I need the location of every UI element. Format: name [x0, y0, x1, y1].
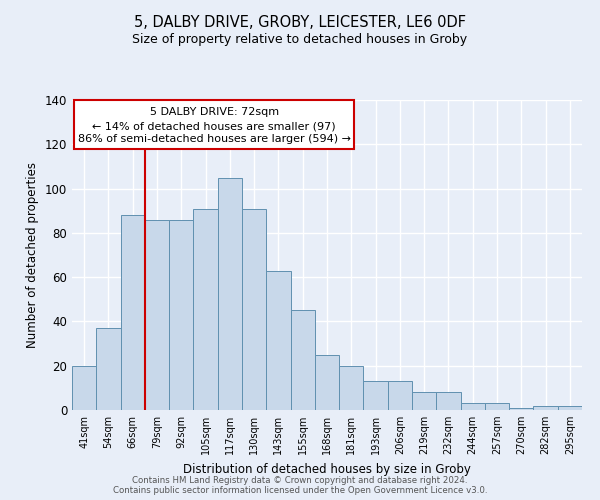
- Bar: [509, 408, 533, 410]
- Bar: [485, 404, 509, 410]
- Bar: [388, 381, 412, 410]
- Text: 5, DALBY DRIVE, GROBY, LEICESTER, LE6 0DF: 5, DALBY DRIVE, GROBY, LEICESTER, LE6 0D…: [134, 15, 466, 30]
- Bar: [461, 404, 485, 410]
- Bar: [218, 178, 242, 410]
- Bar: [315, 354, 339, 410]
- Bar: [242, 208, 266, 410]
- Bar: [266, 270, 290, 410]
- Text: ← 14% of detached houses are smaller (97): ← 14% of detached houses are smaller (97…: [92, 121, 336, 131]
- Bar: [145, 220, 169, 410]
- Bar: [533, 406, 558, 410]
- Bar: [436, 392, 461, 410]
- Bar: [121, 215, 145, 410]
- Text: 5 DALBY DRIVE: 72sqm: 5 DALBY DRIVE: 72sqm: [149, 106, 278, 117]
- Bar: [364, 381, 388, 410]
- Bar: [169, 220, 193, 410]
- Text: Contains HM Land Registry data © Crown copyright and database right 2024.: Contains HM Land Registry data © Crown c…: [132, 476, 468, 485]
- Bar: [339, 366, 364, 410]
- Bar: [412, 392, 436, 410]
- X-axis label: Distribution of detached houses by size in Groby: Distribution of detached houses by size …: [183, 462, 471, 475]
- Bar: [72, 366, 96, 410]
- Text: 86% of semi-detached houses are larger (594) →: 86% of semi-detached houses are larger (…: [77, 134, 350, 144]
- Bar: [96, 328, 121, 410]
- Bar: [290, 310, 315, 410]
- Bar: [558, 406, 582, 410]
- Text: Contains public sector information licensed under the Open Government Licence v3: Contains public sector information licen…: [113, 486, 487, 495]
- Bar: [193, 208, 218, 410]
- FancyBboxPatch shape: [74, 100, 354, 148]
- Text: Size of property relative to detached houses in Groby: Size of property relative to detached ho…: [133, 32, 467, 46]
- Y-axis label: Number of detached properties: Number of detached properties: [26, 162, 39, 348]
